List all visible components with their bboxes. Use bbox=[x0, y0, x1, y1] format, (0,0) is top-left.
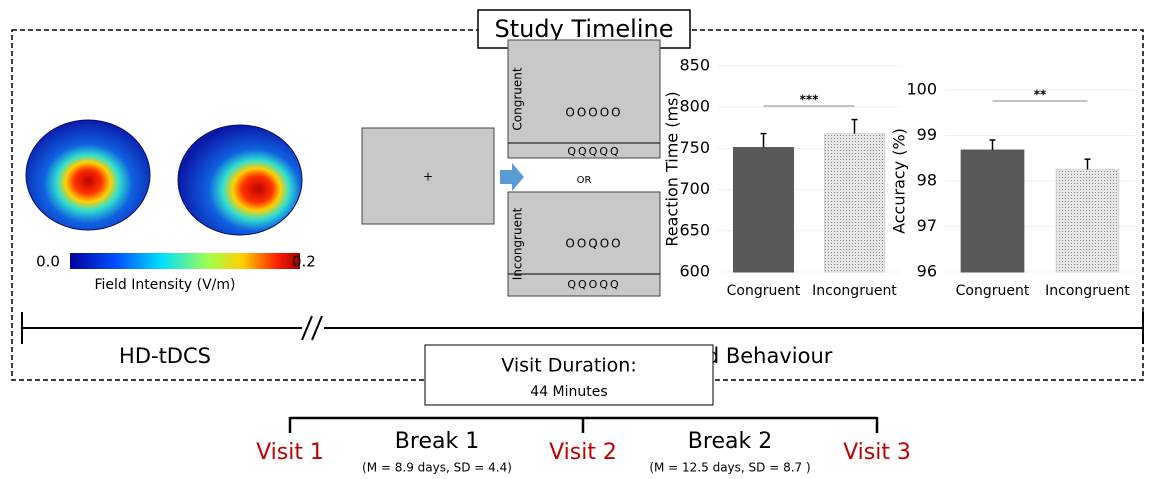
colorbar-min: 0.0 bbox=[36, 253, 60, 271]
significance: *** bbox=[800, 93, 820, 107]
or: OR bbox=[577, 175, 592, 186]
colorbar-max: 0.2 bbox=[292, 253, 316, 271]
duration-value: 44 Minutes bbox=[530, 384, 607, 400]
y-tick-label: 800 bbox=[679, 97, 710, 116]
page: Study Timeline 0.0 0.2 Field Intensity (… bbox=[0, 0, 1155, 479]
y-tick-label: 97 bbox=[917, 216, 937, 235]
figure: Study Timeline 0.0 0.2 Field Intensity (… bbox=[0, 0, 1155, 479]
timeline-left: HD-tDCS bbox=[119, 344, 211, 368]
y-axis-title: Reaction Time (ms) bbox=[663, 91, 682, 246]
bar bbox=[733, 148, 793, 272]
visit: Visit 3 bbox=[843, 440, 911, 465]
y-tick-label: 600 bbox=[679, 262, 710, 281]
title: Study Timeline bbox=[495, 15, 674, 43]
y-tick-label: 700 bbox=[679, 179, 710, 198]
y-tick-label: 96 bbox=[917, 262, 937, 281]
y-tick-label: 99 bbox=[917, 125, 937, 144]
target: OOQOO bbox=[565, 237, 622, 251]
visit: Visit 2 bbox=[549, 440, 617, 465]
y-axis-title: Accuracy (%) bbox=[890, 128, 909, 234]
incongruent-label: Incongruent bbox=[511, 207, 525, 280]
y-tick-label: 750 bbox=[679, 138, 710, 157]
x-tick-label: Congruent bbox=[727, 283, 801, 299]
bar bbox=[824, 134, 884, 272]
y-tick-label: 100 bbox=[906, 80, 937, 99]
colorbar-label: Field Intensity (V/m) bbox=[94, 277, 235, 293]
options: QQOQQ bbox=[567, 278, 620, 291]
duration-label: Visit Duration: bbox=[501, 355, 636, 377]
break-label: Break 1 bbox=[395, 429, 479, 454]
congruent-label: Congruent bbox=[511, 67, 525, 130]
target: OOOOO bbox=[565, 106, 622, 120]
congruent-screen bbox=[508, 40, 660, 158]
y-tick-label: 850 bbox=[679, 56, 710, 75]
brain-left bbox=[26, 120, 150, 230]
y-tick-label: 650 bbox=[679, 220, 710, 239]
bar bbox=[961, 150, 1024, 272]
brain-right bbox=[178, 125, 302, 235]
y-tick-label: 98 bbox=[917, 171, 937, 190]
colorbar bbox=[70, 253, 300, 269]
options: QQQQQ bbox=[567, 145, 620, 158]
x-tick-label: Incongruent bbox=[812, 283, 897, 299]
break-label: Break 2 bbox=[688, 429, 772, 454]
bar bbox=[1056, 170, 1119, 272]
visit: Visit 1 bbox=[256, 440, 324, 465]
arrow bbox=[500, 163, 524, 191]
significance: ** bbox=[1034, 88, 1047, 102]
x-tick-label: Incongruent bbox=[1045, 283, 1130, 299]
fixation: + bbox=[423, 170, 433, 184]
x-tick-label: Congruent bbox=[956, 283, 1030, 299]
break-stats: (M = 12.5 days, SD = 8.7 ) bbox=[649, 461, 810, 475]
break-stats: (M = 8.9 days, SD = 4.4) bbox=[362, 461, 512, 475]
